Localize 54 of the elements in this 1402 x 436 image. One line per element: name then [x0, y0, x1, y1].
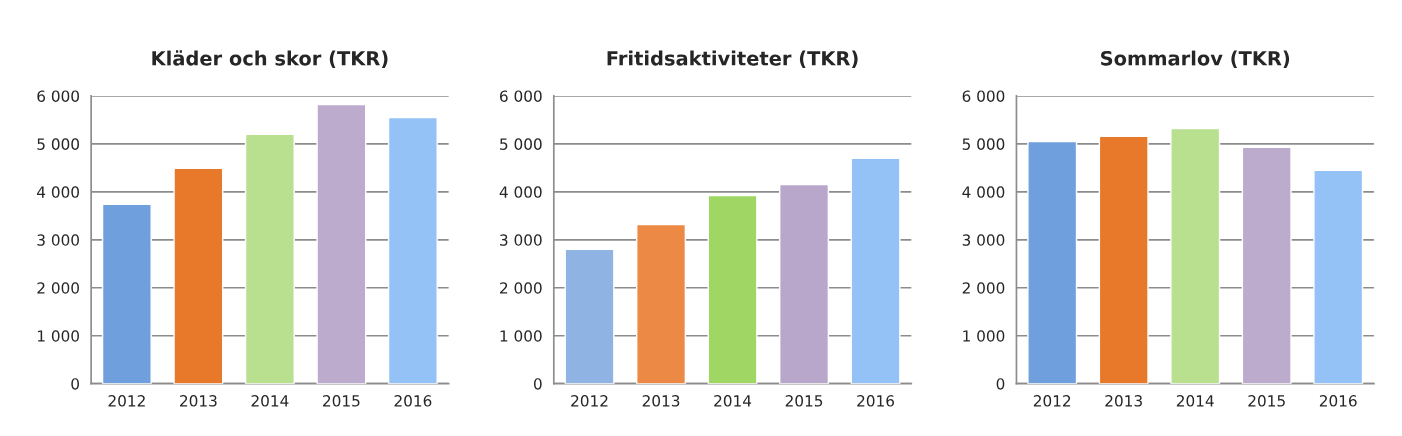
- bar: [387, 116, 438, 384]
- bar: [707, 194, 758, 384]
- bar: [850, 157, 901, 384]
- y-tick-label: 5 000: [500, 138, 542, 150]
- x-tick-label: 2016: [857, 395, 895, 407]
- y-tick-label: 2 000: [500, 282, 542, 294]
- y-tick-label: 4 000: [499, 186, 542, 198]
- bar: [564, 248, 615, 384]
- bar: [1027, 140, 1078, 384]
- y-tick-label: 2 000: [37, 282, 79, 294]
- x-tick-label: 2012: [1033, 395, 1071, 407]
- x-tick-label: 2012: [108, 395, 145, 407]
- y-tick-label: 2 000: [962, 282, 1005, 294]
- bar: [1170, 127, 1221, 384]
- bar: [1098, 135, 1149, 384]
- x-tick-label: 2015: [323, 395, 360, 407]
- bar: [1241, 146, 1292, 384]
- chart-title: Sommarlov (TKR): [1101, 50, 1290, 68]
- bar: [101, 203, 152, 384]
- y-tick-label: 5 000: [37, 138, 79, 150]
- y-tick-label: 3 000: [37, 234, 79, 246]
- x-tick-label: 2014: [251, 395, 289, 407]
- x-tick-label: 2016: [394, 395, 432, 407]
- y-tick-label: 1 000: [500, 330, 542, 342]
- y-tick-label: 6 000: [500, 90, 542, 102]
- x-tick-label: 2016: [1319, 395, 1357, 407]
- x-tick-label: 2015: [785, 395, 823, 407]
- y-tick-label: 4 000: [962, 186, 1005, 198]
- y-tick-label: 0: [533, 378, 542, 390]
- y-tick-label: 4 000: [37, 186, 79, 198]
- chart-title: Fritidsaktiviteter (TKR): [607, 50, 858, 68]
- bar: [173, 167, 224, 384]
- y-tick-label: 1 000: [37, 330, 79, 342]
- y-tick-label: 6 000: [962, 90, 1005, 102]
- y-tick-label: 3 000: [962, 234, 1005, 246]
- x-tick-label: 2012: [571, 395, 608, 407]
- y-tick-label: 3 000: [500, 234, 542, 246]
- x-tick-label: 2014: [1176, 395, 1214, 407]
- y-tick-label: 0: [996, 378, 1005, 390]
- x-tick-label: 2015: [1248, 395, 1285, 407]
- x-tick-label: 2013: [642, 395, 680, 407]
- x-tick-label: 2014: [714, 395, 752, 407]
- bar: [244, 133, 295, 384]
- x-tick-label: 2013: [180, 395, 217, 407]
- bar: [1313, 169, 1364, 384]
- y-tick-label: 0: [71, 378, 79, 390]
- bar: [636, 223, 687, 384]
- bar: [779, 183, 830, 384]
- y-tick-label: 5 000: [962, 138, 1005, 150]
- y-tick-label: 6 000: [37, 90, 79, 102]
- chart-title: Kläder och skor (TKR): [152, 50, 388, 68]
- bar: [316, 103, 367, 384]
- y-tick-label: 1 000: [963, 330, 1005, 342]
- x-tick-label: 2013: [1105, 395, 1142, 407]
